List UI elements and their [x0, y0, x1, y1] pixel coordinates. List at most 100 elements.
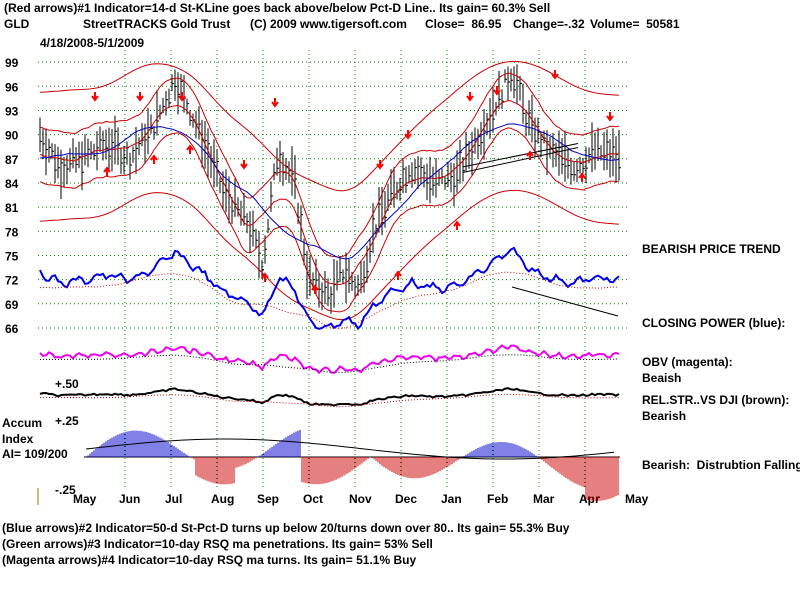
price-bar [423, 164, 426, 188]
price-bar [63, 157, 66, 188]
signal-arrow-up-14 [261, 272, 269, 282]
price-bar [612, 128, 615, 177]
price-bar [348, 259, 351, 293]
price-bar [561, 138, 564, 175]
price-bar [501, 89, 504, 110]
price-bar [510, 68, 513, 92]
y-tick-96: 96 [5, 80, 19, 94]
signal-arrow-down-1 [136, 92, 144, 102]
price-bar [153, 126, 156, 140]
price-bar [285, 158, 288, 180]
signal-arrow-down-8 [493, 86, 501, 96]
obv-ma [39, 354, 620, 374]
price-bar [477, 128, 480, 159]
price-bar [108, 127, 111, 170]
price-bar [342, 269, 345, 285]
price-bar [276, 147, 279, 176]
price-bar [105, 129, 108, 160]
price-bar [228, 176, 231, 224]
price-bar [567, 148, 570, 179]
price-bar [603, 132, 606, 171]
price-bar [588, 147, 591, 164]
price-bar [117, 127, 120, 165]
upper-band-inner [39, 72, 620, 258]
x-tick-oct-5: Oct [303, 492, 323, 506]
price-bar [60, 149, 63, 200]
price-bar [372, 203, 375, 254]
accum-bars [87, 429, 619, 501]
volume-value: Volume= 50581 [590, 17, 680, 31]
price-bar [594, 132, 597, 170]
price-bar [354, 275, 357, 299]
x-tick-feb-9: Feb [487, 492, 508, 506]
price-bar [435, 158, 438, 198]
obv-label: OBV (magenta): [642, 355, 733, 369]
price-bar [297, 202, 300, 224]
price-bar [513, 66, 516, 99]
relstr-label: REL.STR..VS DJI (brown): [642, 393, 790, 407]
price-bar [273, 163, 276, 181]
y-tick-75: 75 [5, 249, 19, 263]
price-bar [168, 88, 171, 108]
price-bar [126, 141, 129, 165]
price-bar [240, 200, 243, 226]
price-bar [483, 108, 486, 160]
price-bar [606, 129, 609, 170]
price-bar [450, 162, 453, 193]
price-bar [582, 157, 585, 174]
signal-arrow-up-13 [186, 144, 194, 154]
accum-title: Accum [2, 416, 43, 430]
y-tick-78: 78 [5, 225, 19, 239]
header-line1: (Red arrows)#1 Indicator=14-d St-KLine g… [4, 1, 551, 15]
support-line-2 [462, 142, 579, 168]
price-bar [300, 205, 303, 241]
price-bar [393, 167, 396, 208]
price-bar [114, 115, 117, 165]
y-tick-87: 87 [5, 153, 19, 167]
price-bar [207, 128, 210, 179]
price-bar [120, 148, 123, 174]
price-bar [432, 166, 435, 196]
price-bar [222, 171, 225, 210]
price-bar [216, 148, 219, 187]
x-tick-sep-4: Sep [257, 492, 279, 506]
price-bar [555, 142, 558, 167]
price-bar [522, 83, 525, 124]
x-tick-jan-8: Jan [441, 492, 462, 506]
price-bar [444, 176, 447, 190]
price-bar [54, 144, 57, 183]
price-bar [417, 156, 420, 190]
signal-arrow-down-7 [466, 92, 474, 102]
plus50-label: +.50 [55, 377, 79, 391]
price-bar [540, 132, 543, 158]
y-tick-84: 84 [5, 177, 19, 191]
price-bar [189, 110, 192, 126]
price-bar [378, 186, 381, 233]
price-bar [243, 192, 246, 226]
price-bar [531, 94, 534, 143]
minus25-label: -.25 [55, 483, 76, 497]
x-tick-jun-1: Jun [119, 492, 140, 506]
price-bar [546, 130, 549, 176]
price-bar [141, 123, 144, 147]
price-bar [480, 121, 483, 155]
signal-arrow-up-19 [578, 172, 586, 182]
price-bar [402, 159, 405, 194]
price-bar [252, 210, 255, 247]
price-bar [45, 128, 48, 176]
closing-power-label: CLOSING POWER (blue): [642, 316, 786, 330]
x-tick-jul-2: Jul [165, 492, 182, 506]
price-bar [264, 235, 267, 264]
price-bar [48, 138, 51, 163]
x-tick-may-0: May [73, 492, 97, 506]
x-tick-may-12: May [625, 492, 649, 506]
price-bar [468, 140, 471, 169]
ma21-line [39, 99, 620, 285]
y-tick-81: 81 [5, 201, 19, 215]
signal-arrow-up-12 [150, 154, 158, 164]
price-bar [399, 177, 402, 201]
footer-line3: (Magenta arrows)#4 Indicator=10-day RSQ … [2, 553, 417, 567]
signal-arrow-down-0 [91, 92, 99, 102]
ma50-line [39, 123, 620, 260]
signal-arrow-up-16 [394, 270, 402, 280]
